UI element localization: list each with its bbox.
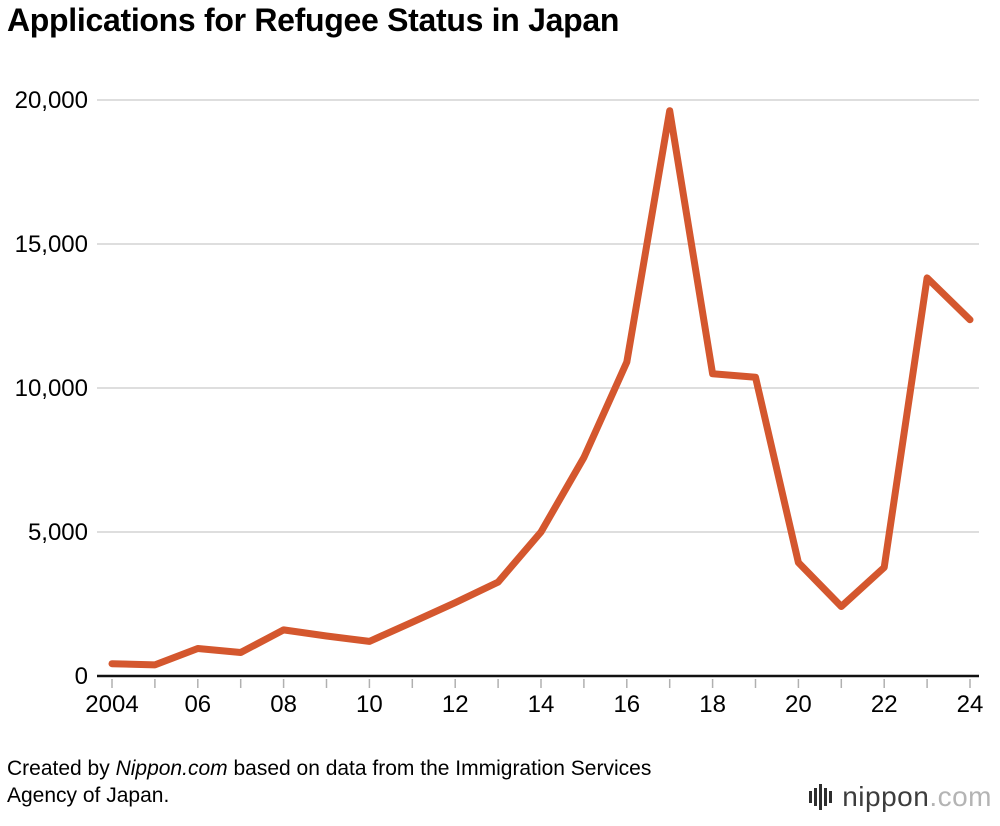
x-axis-label: 18 bbox=[699, 691, 726, 718]
nippon-logo[interactable]: nippon.com bbox=[809, 781, 992, 813]
y-axis-label: 20,000 bbox=[15, 87, 88, 114]
page-title: Applications for Refugee Status in Japan bbox=[7, 2, 620, 38]
y-axis-label: 0 bbox=[75, 663, 88, 690]
x-axis-label: 14 bbox=[528, 691, 555, 718]
x-axis-label: 2004 bbox=[85, 691, 138, 718]
source-note: Created by Nippon.com based on data from… bbox=[7, 756, 667, 810]
logo-name: nippon bbox=[842, 781, 930, 812]
x-axis-label: 06 bbox=[184, 691, 211, 718]
x-axis-label: 22 bbox=[871, 691, 898, 718]
soundwave-bars-icon bbox=[809, 784, 833, 810]
logo-text: nippon.com bbox=[842, 781, 992, 813]
source-note-suffix: based on data from the Immigration Servi… bbox=[7, 757, 652, 807]
y-axis-label: 10,000 bbox=[15, 375, 88, 402]
data-line bbox=[108, 107, 974, 669]
x-axis-label: 12 bbox=[442, 691, 469, 718]
y-axis-label: 5,000 bbox=[28, 519, 88, 546]
source-note-brand: Nippon.com bbox=[115, 757, 228, 780]
x-axis-label: 08 bbox=[270, 691, 297, 718]
y-axis-label: 15,000 bbox=[15, 231, 88, 258]
x-axis-label: 20 bbox=[785, 691, 812, 718]
logo-tld: .com bbox=[929, 781, 992, 812]
x-axis-label: 10 bbox=[356, 691, 383, 718]
x-axis-label: 24 bbox=[957, 691, 984, 718]
source-note-prefix: Created by bbox=[7, 757, 116, 780]
x-axis-label: 16 bbox=[613, 691, 640, 718]
